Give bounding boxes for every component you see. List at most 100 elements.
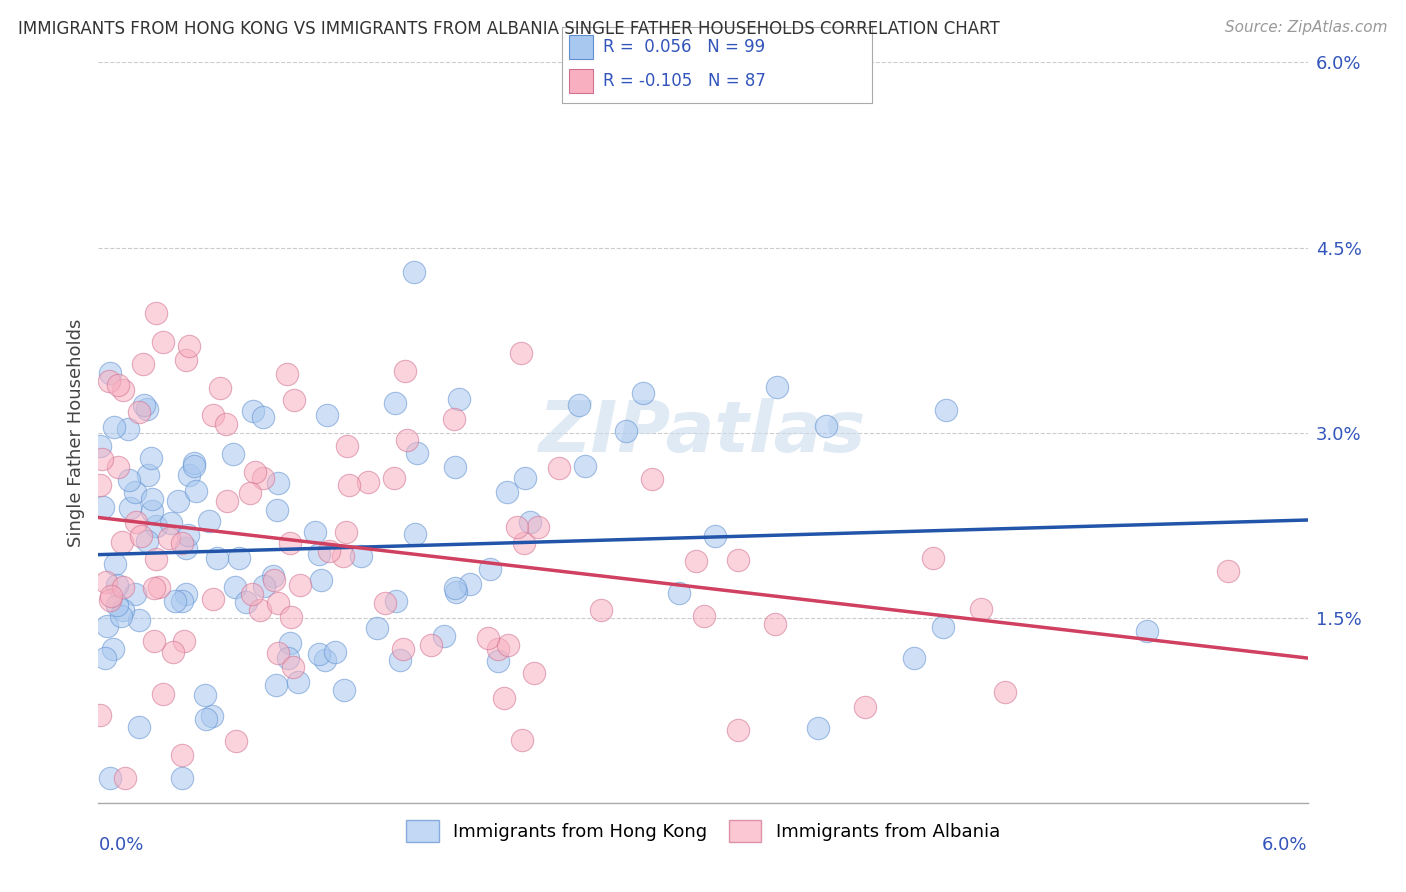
Point: [444, 581, 467, 595]
Point: [815, 419, 838, 434]
Point: [527, 519, 550, 533]
Point: [89, 477, 111, 491]
Point: [105, 598, 128, 612]
Point: [922, 551, 945, 566]
Point: [228, 550, 250, 565]
Point: [222, 447, 245, 461]
Point: [177, 527, 200, 541]
Point: [242, 404, 264, 418]
Point: [243, 466, 266, 480]
Point: [128, 720, 150, 734]
Point: [91, 451, 114, 466]
Point: [366, 621, 388, 635]
Point: [136, 534, 159, 549]
Point: [333, 683, 356, 698]
Point: [172, 535, 194, 549]
Point: [280, 610, 302, 624]
Point: [160, 516, 183, 530]
Text: 0.0%: 0.0%: [98, 836, 143, 855]
Point: [100, 589, 122, 603]
Text: R =  0.056   N = 99: R = 0.056 N = 99: [603, 38, 765, 56]
Point: [118, 501, 141, 516]
Point: [183, 458, 205, 473]
Point: [89, 440, 111, 454]
Point: [101, 642, 124, 657]
Point: [405, 446, 427, 460]
Point: [96, 619, 118, 633]
Point: [94, 575, 117, 590]
FancyBboxPatch shape: [568, 70, 593, 94]
Point: [548, 461, 571, 475]
Point: [335, 524, 357, 539]
Point: [486, 654, 509, 668]
Point: [523, 665, 546, 680]
Point: [382, 471, 405, 485]
Point: [332, 549, 354, 563]
Legend: Immigrants from Hong Kong, Immigrants from Albania: Immigrants from Hong Kong, Immigrants fr…: [399, 813, 1007, 849]
Point: [132, 398, 155, 412]
Point: [163, 593, 186, 607]
Point: [128, 613, 150, 627]
Point: [97, 374, 120, 388]
Point: [111, 535, 134, 549]
Point: [765, 380, 787, 394]
Point: [177, 467, 200, 482]
Point: [460, 577, 482, 591]
Point: [283, 393, 305, 408]
Point: [136, 401, 159, 416]
Point: [444, 584, 467, 599]
Point: [224, 580, 246, 594]
Point: [170, 748, 193, 763]
Point: [1216, 564, 1239, 578]
Point: [141, 451, 163, 466]
Point: [496, 485, 519, 500]
Point: [309, 573, 332, 587]
Point: [314, 653, 336, 667]
Point: [614, 424, 637, 438]
Point: [449, 392, 471, 406]
Point: [308, 547, 330, 561]
Point: [519, 515, 541, 529]
Point: [98, 593, 121, 607]
Point: [98, 366, 121, 380]
Point: [239, 486, 262, 500]
Point: [969, 601, 991, 615]
Text: R = -0.105   N = 87: R = -0.105 N = 87: [603, 72, 765, 90]
Point: [132, 357, 155, 371]
Point: [117, 422, 139, 436]
Point: [853, 700, 876, 714]
Point: [568, 398, 591, 412]
Point: [197, 514, 219, 528]
Point: [668, 585, 690, 599]
Point: [114, 771, 136, 785]
Point: [394, 364, 416, 378]
Point: [124, 587, 146, 601]
Point: [374, 596, 396, 610]
Point: [395, 433, 418, 447]
Point: [278, 536, 301, 550]
Point: [281, 660, 304, 674]
Point: [685, 554, 707, 568]
Point: [252, 471, 274, 485]
Text: Source: ZipAtlas.com: Source: ZipAtlas.com: [1225, 20, 1388, 35]
Point: [404, 265, 426, 279]
Point: [170, 593, 193, 607]
Point: [444, 459, 467, 474]
Point: [267, 646, 290, 660]
Point: [128, 404, 150, 418]
Point: [574, 459, 596, 474]
Point: [252, 410, 274, 425]
Point: [124, 485, 146, 500]
Point: [278, 636, 301, 650]
Point: [103, 420, 125, 434]
Point: [267, 475, 290, 490]
Point: [112, 580, 135, 594]
Point: [266, 503, 288, 517]
Point: [110, 609, 132, 624]
Point: [509, 346, 531, 360]
Point: [419, 638, 441, 652]
Point: [183, 456, 205, 470]
Point: [323, 645, 346, 659]
Point: [174, 541, 197, 556]
Point: [287, 675, 309, 690]
